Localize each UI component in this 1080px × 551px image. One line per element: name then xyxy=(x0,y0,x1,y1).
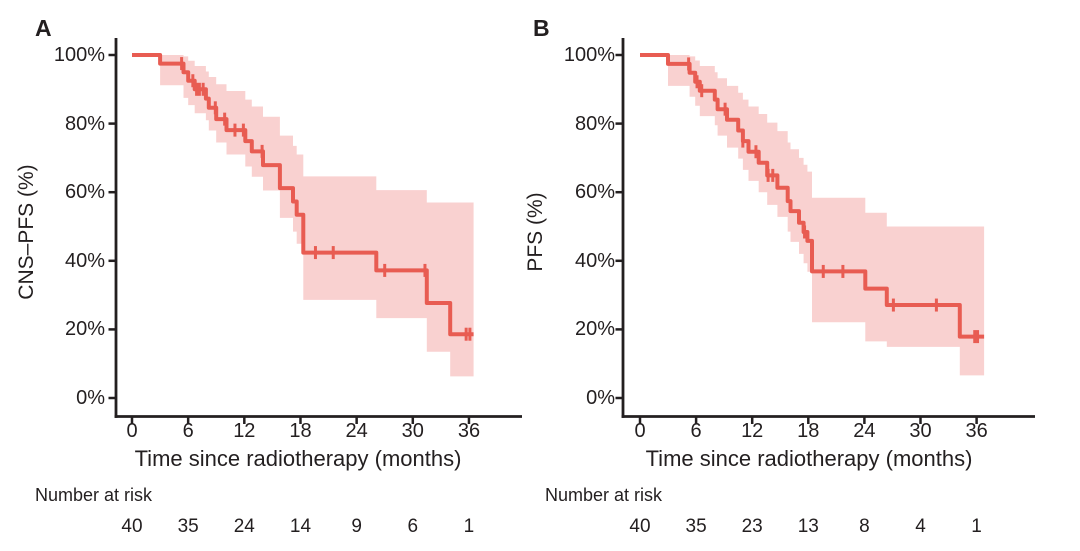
y-tick-label-a: 40% xyxy=(64,249,105,272)
y-tick-label-a: 100% xyxy=(53,44,105,66)
risk-count-b: 1 xyxy=(971,516,982,537)
y-tick-label-b: 0% xyxy=(586,387,615,409)
y-axis-title-cns-pfs: CNS–PFS (%) xyxy=(15,164,38,300)
confidence-band-b xyxy=(668,55,985,376)
x-tick-label-a: 30 xyxy=(401,420,424,442)
x-tick-label-a: 0 xyxy=(126,420,138,442)
x-tick-label-a: 12 xyxy=(233,420,256,442)
panel-b-letter: B xyxy=(533,15,550,41)
x-tick-label-b: 36 xyxy=(965,420,988,442)
x-axis-title-b: Time since radiotherapy (months) xyxy=(645,446,973,471)
y-tick-label-b: 60% xyxy=(574,181,615,204)
y-tick-label-a: 60% xyxy=(64,181,105,204)
x-tick-label-b: 18 xyxy=(797,420,820,442)
risk-count-b: 13 xyxy=(797,516,819,537)
km-curve-a xyxy=(132,53,474,337)
risk-count-b: 35 xyxy=(685,516,707,537)
x-tick-label-b: 30 xyxy=(909,420,932,442)
x-tick-label-a: 36 xyxy=(457,420,481,442)
x-tick-label-b: 0 xyxy=(634,420,646,442)
risk-count-a: 1 xyxy=(463,516,475,537)
y-tick-label-b: 80% xyxy=(574,112,615,135)
x-axis-title-a: Time since radiotherapy (months) xyxy=(134,446,462,471)
risk-count-a: 35 xyxy=(177,516,199,537)
y-tick-label-a: 80% xyxy=(64,112,105,135)
y-tick-label-b: 100% xyxy=(563,44,615,66)
panel-a-letter: A xyxy=(35,15,52,41)
y-tick-label-b: 40% xyxy=(574,249,615,272)
risk-count-a: 6 xyxy=(407,516,419,537)
x-tick-label-a: 6 xyxy=(182,420,194,442)
risk-count-b: 4 xyxy=(915,516,926,537)
x-tick-label-b: 12 xyxy=(741,420,764,442)
risk-count-b: 40 xyxy=(629,516,651,537)
risk-count-b: 23 xyxy=(741,516,763,537)
x-tick-label-b: 24 xyxy=(853,420,876,442)
number-at-risk-label-a: Number at risk xyxy=(35,485,153,505)
risk-count-a: 9 xyxy=(351,516,362,537)
risk-count-a: 14 xyxy=(289,516,312,537)
y-tick-label-a: 0% xyxy=(76,387,105,409)
y-tick-label-a: 20% xyxy=(64,318,105,341)
x-tick-label-a: 18 xyxy=(289,420,312,442)
risk-count-b: 8 xyxy=(859,516,870,537)
number-at-risk-label-b: Number at risk xyxy=(545,485,663,505)
km-curve-b xyxy=(640,53,985,339)
confidence-band-a xyxy=(160,55,474,377)
y-tick-label-b: 20% xyxy=(574,318,615,341)
y-axis-title-pfs: PFS (%) xyxy=(524,192,547,272)
x-tick-label-b: 6 xyxy=(690,420,702,442)
x-tick-label-a: 24 xyxy=(345,420,368,442)
risk-count-a: 40 xyxy=(121,516,143,537)
risk-count-a: 24 xyxy=(233,516,255,537)
